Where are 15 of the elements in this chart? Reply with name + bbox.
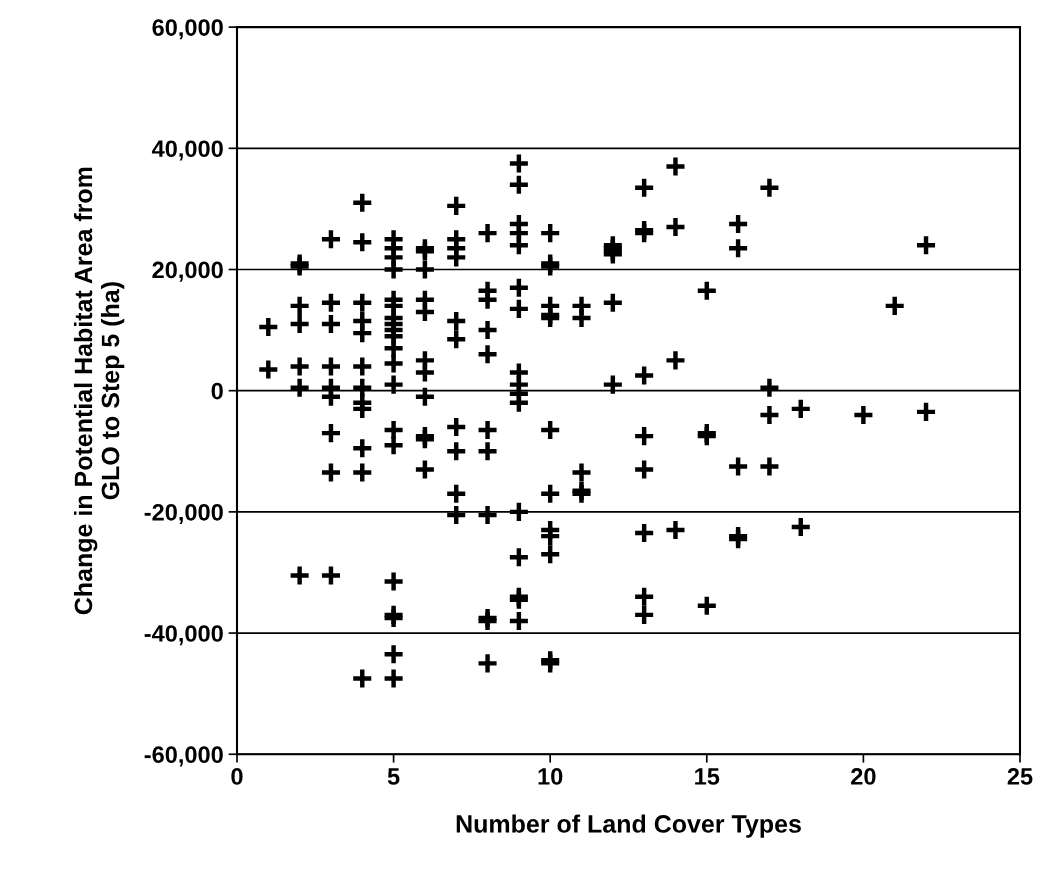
x-tick-label: 20: [851, 768, 876, 785]
x-tick-label: 10: [538, 768, 563, 785]
y-tick-label: -40,000: [144, 625, 223, 646]
y-tick-label: -20,000: [144, 503, 223, 525]
y-tick-label: 40,000: [151, 140, 223, 161]
x-axis-title: Number of Land Cover Types: [456, 814, 801, 838]
x-tick-label: 15: [695, 768, 720, 785]
x-tick-label: 25: [1007, 768, 1033, 785]
y-tick-label: 60,000: [152, 19, 223, 40]
x-tick-label: 0: [231, 768, 243, 785]
y-axis-title: Change in Potential Habitat Area from GLO to Step 5 (ha): [73, 167, 125, 615]
y-tick-label: -60,000: [144, 746, 223, 767]
y-tick-label: 0: [211, 382, 223, 400]
x-tick-label: 5: [387, 768, 400, 785]
y-tick-label: 20,000: [152, 261, 223, 282]
